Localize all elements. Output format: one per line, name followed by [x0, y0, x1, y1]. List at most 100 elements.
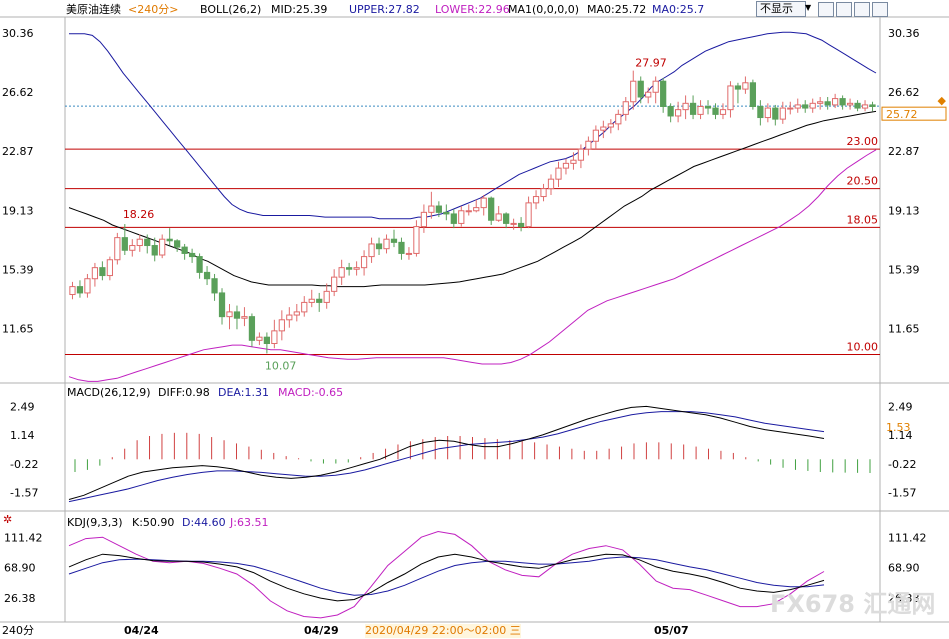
annotation-high-2: 27.97: [635, 57, 667, 70]
candle-body: [585, 140, 592, 150]
candle-body: [846, 102, 854, 106]
period-selector[interactable]: <240分>: [128, 3, 179, 16]
y-tick-left: 15.39: [2, 263, 34, 276]
candle-body: [555, 167, 562, 180]
current-price-box: [881, 106, 947, 121]
boll-lower-line: [68, 149, 877, 382]
candle-body: [764, 107, 771, 119]
ma0-value: MA0:25.72: [587, 3, 647, 16]
y-tick-right: 15.39: [888, 263, 920, 276]
expand-icon[interactable]: [818, 2, 834, 17]
level-label: 10.00: [847, 341, 879, 354]
hide-dropdown[interactable]: 不显示: [756, 1, 806, 17]
candle-body: [757, 105, 764, 119]
y-tick-left: 22.87: [2, 145, 34, 158]
candle-body: [76, 286, 84, 294]
y-tick-left: 19.13: [2, 204, 34, 217]
crosshair-icon[interactable]: [836, 2, 852, 17]
candle-body: [129, 245, 136, 251]
candle-body: [802, 104, 809, 109]
macd-y-tick-right: 2.49: [888, 401, 913, 414]
candle-body: [503, 213, 510, 224]
candle-body: [734, 85, 742, 90]
x-label-0424: 04/24: [124, 624, 159, 637]
macd-y-tick-left: 1.14: [10, 429, 35, 442]
kdj-k: K:50.90: [132, 516, 175, 529]
kdj-title: KDJ(9,3,3): [67, 516, 123, 529]
candle-body: [420, 211, 428, 228]
candle-body: [660, 80, 667, 107]
cursor-time: 2020/04/29 22:00～02:00 三: [365, 624, 521, 638]
candle-body: [742, 82, 749, 90]
candle-body: [136, 238, 143, 247]
candle-body: [413, 226, 420, 254]
candle-body: [630, 80, 637, 103]
level-label: 23.00: [847, 135, 879, 148]
candle-body: [211, 278, 218, 294]
level-label: 18.05: [847, 213, 879, 226]
macd-diff: DIFF:0.98: [158, 386, 210, 399]
candle-body: [689, 102, 697, 115]
y-tick-left: 30.36: [2, 27, 34, 40]
candle-body: [577, 148, 585, 161]
candle-body: [697, 105, 704, 115]
candle-body: [607, 123, 614, 128]
candle-body: [532, 196, 540, 204]
candle-body: [682, 102, 689, 111]
watermark: FX678 汇通网: [770, 590, 936, 618]
candle-body: [248, 316, 256, 341]
candle-body: [256, 336, 263, 341]
candle-body: [839, 98, 846, 106]
candle-body: [779, 107, 786, 120]
plus-icon[interactable]: [872, 2, 888, 17]
candle-body: [547, 178, 555, 190]
candle-body: [615, 113, 622, 125]
y-tick-right: 19.13: [888, 204, 920, 217]
chevron-down-icon: ▼: [805, 3, 812, 12]
y-tick-left: 11.65: [2, 322, 34, 335]
candle-body: [308, 298, 315, 303]
boll-upper: UPPER:27.82: [349, 3, 420, 16]
candle-body: [622, 101, 629, 115]
candle-body: [817, 101, 824, 104]
candle-body: [787, 107, 794, 110]
minus-icon[interactable]: [854, 2, 870, 17]
candle-body: [832, 98, 839, 106]
kdj-y-tick-right: 26.38: [888, 592, 920, 605]
level-label: 20.50: [847, 175, 879, 188]
candle-body: [151, 245, 158, 256]
candle-body: [667, 105, 674, 117]
candle-body: [69, 286, 76, 296]
candle-body: [600, 126, 607, 131]
macd-dea: DEA:1.31: [218, 386, 269, 399]
candle-body: [114, 237, 121, 261]
candle-body: [854, 102, 861, 109]
x-label-0507: 05/07: [654, 624, 689, 637]
candle-body: [652, 80, 659, 93]
current-price-marker: ◆: [938, 94, 947, 107]
current-price-label: 25.72: [886, 108, 918, 121]
candle-body: [869, 104, 876, 107]
candle-body: [809, 102, 816, 109]
candle-body: [293, 311, 300, 316]
candle-body: [301, 301, 308, 313]
candle-body: [316, 298, 323, 303]
candle-body: [375, 243, 383, 250]
candle-body: [196, 256, 203, 273]
macd-current-value: 1.53: [886, 421, 911, 434]
candle-body: [241, 316, 248, 319]
candle-body: [794, 104, 801, 109]
candle-body: [368, 243, 375, 258]
candle-body: [517, 222, 525, 228]
candle-body: [562, 162, 570, 169]
settings-icon[interactable]: ✲: [3, 513, 13, 526]
candle-body: [488, 197, 495, 221]
macd-y-tick-left: -0.22: [10, 458, 38, 471]
boll-mid: MID:25.39: [271, 3, 328, 16]
candle-body: [712, 107, 719, 115]
candle-body: [824, 101, 831, 106]
macd-diff-line: [68, 405, 825, 500]
candle-body: [727, 85, 734, 111]
candle-body: [353, 267, 360, 270]
candle-body: [218, 292, 226, 318]
